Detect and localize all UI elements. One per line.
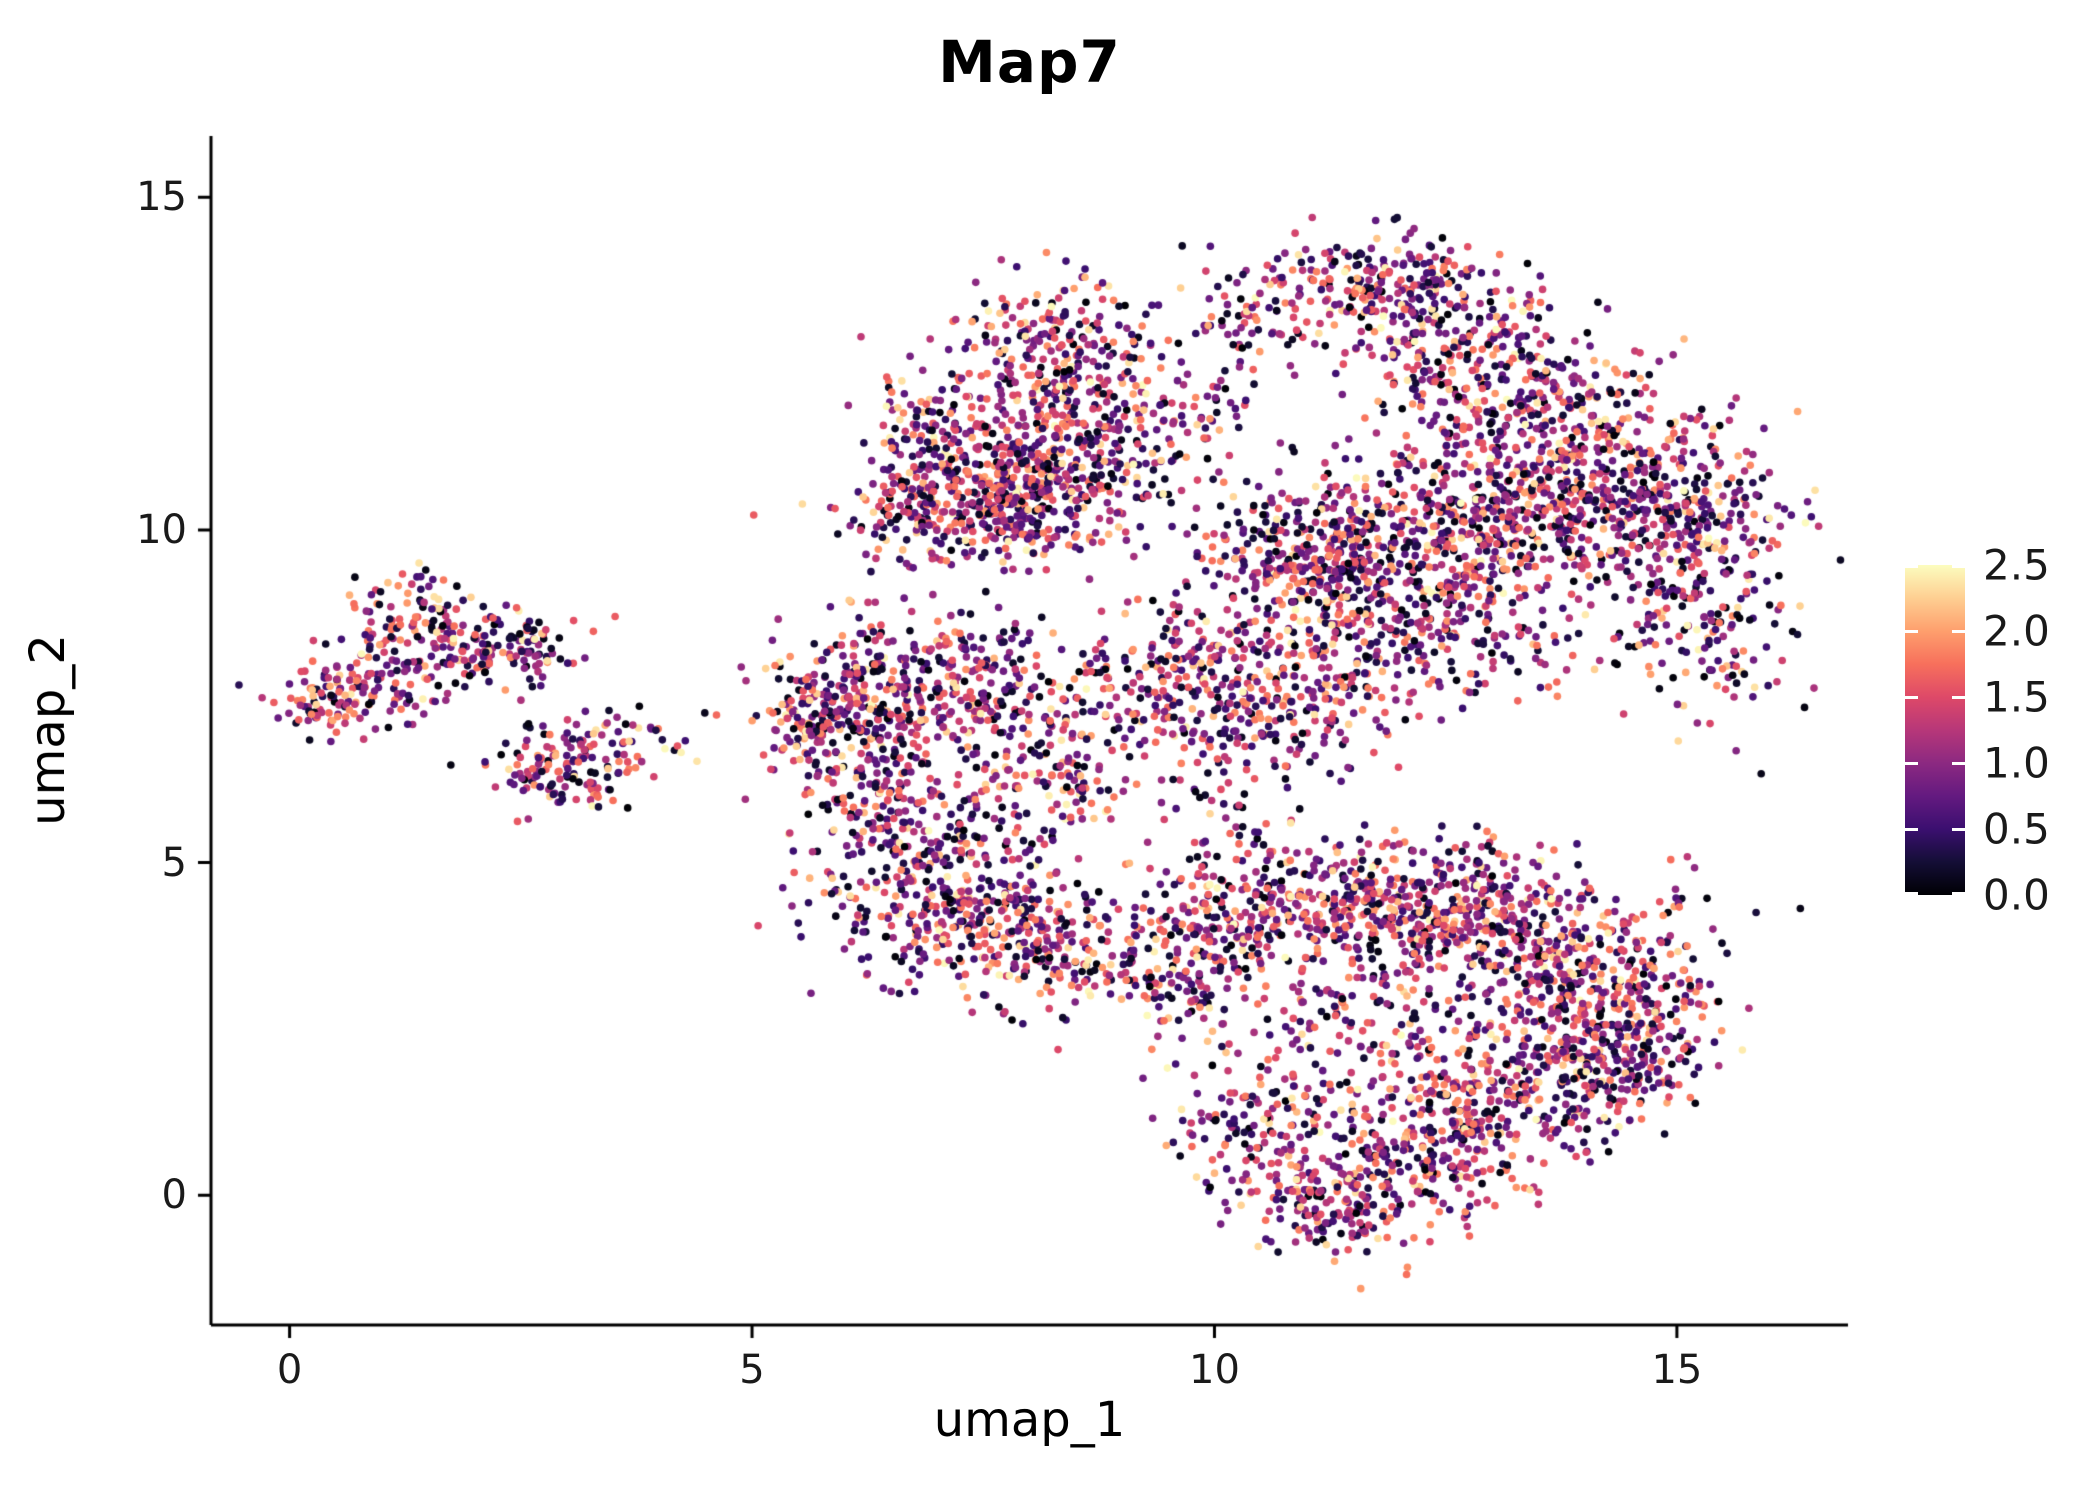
colorbar-tick-mark xyxy=(1952,827,1965,831)
colorbar-tick-mark xyxy=(1952,565,1965,568)
chart-title: Map7 xyxy=(938,28,1121,96)
colorbar-tick-mark xyxy=(1952,761,1965,765)
colorbar-tick-mark xyxy=(1905,827,1918,831)
y-tick-label: 10 xyxy=(136,506,187,553)
y-tick-label: 5 xyxy=(161,839,187,886)
colorbar-tick-mark xyxy=(1905,565,1918,568)
colorbar-tick-label: 1.5 xyxy=(1983,672,2050,722)
colorbar-tick-mark xyxy=(1905,761,1918,765)
colorbar-tick-mark xyxy=(1952,695,1965,699)
x-tick-label: 0 xyxy=(276,1347,303,1393)
colorbar-tick-label: 1.0 xyxy=(1983,738,2050,788)
colorbar-tick-mark xyxy=(1905,892,1918,895)
colorbar-tick-mark xyxy=(1952,629,1965,633)
colorbar-tick-label: 2.5 xyxy=(1983,540,2050,590)
colorbar-tick-label: 0.5 xyxy=(1983,804,2050,854)
colorbar-tick-label: 2.0 xyxy=(1983,606,2050,656)
colorbar-tick-mark xyxy=(1905,629,1918,633)
colorbar-tick-label: 0.0 xyxy=(1983,870,2050,920)
colorbar-gradient xyxy=(1905,565,1965,895)
y-axis-label: umap_2 xyxy=(20,634,76,826)
colorbar-tick-mark xyxy=(1905,695,1918,699)
colorbar-tick-mark xyxy=(1952,892,1965,895)
colorbar-legend: 2.5 2.0 1.5 1.0 0.5 0.0 xyxy=(1905,541,2100,920)
x-tick-label: 10 xyxy=(1189,1347,1240,1393)
y-tick-label: 15 xyxy=(136,174,187,221)
x-tick-label: 5 xyxy=(739,1347,765,1393)
y-tick-label: 0 xyxy=(161,1172,187,1219)
x-axis-label: umap_1 xyxy=(933,1392,1126,1448)
x-tick-label: 15 xyxy=(1651,1347,1703,1393)
